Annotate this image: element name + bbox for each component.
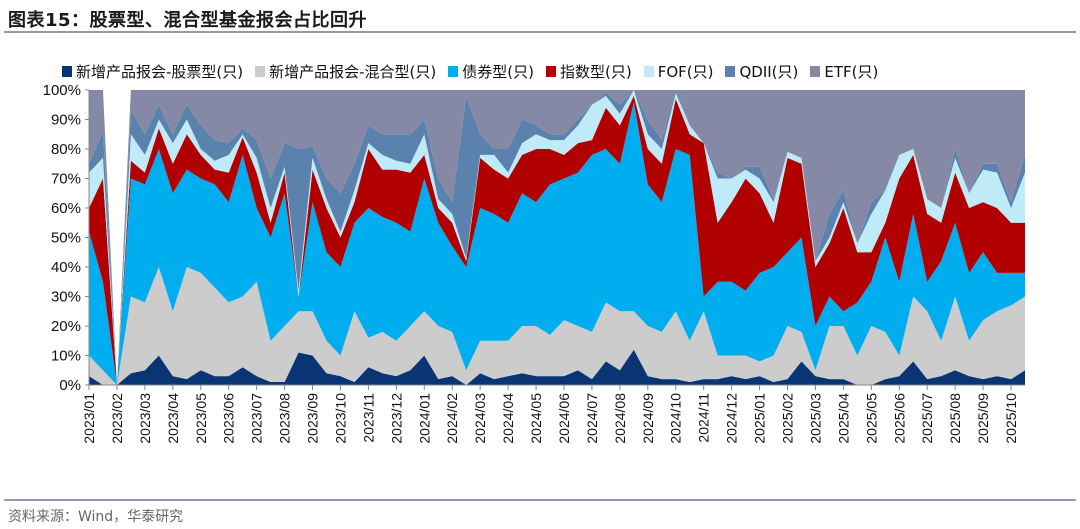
legend-item: 债券型(只) [448, 61, 534, 82]
y-tick-label: 0% [59, 377, 81, 394]
y-tick-label: 10% [51, 348, 81, 365]
x-tick-label: 2024/11 [696, 393, 712, 443]
x-tick-label: 2023/08 [277, 393, 293, 444]
x-tick-label: 2023/10 [332, 393, 348, 444]
x-tick-label: 2023/02 [109, 393, 125, 444]
legend-swatch [643, 66, 654, 77]
legend-item: ETF(只) [810, 61, 878, 82]
x-tick-label: 2025/04 [835, 393, 851, 444]
x-tick-label: 2023/12 [388, 393, 404, 444]
area-series-0 [89, 349, 1025, 385]
x-tick-label: 2024/02 [444, 393, 460, 444]
y-tick-label: 20% [51, 318, 81, 335]
legend-swatch [448, 66, 459, 77]
legend-swatch [545, 66, 556, 77]
x-tick-label: 2025/03 [807, 393, 823, 444]
x-tick-label: 2024/10 [668, 393, 684, 444]
area-series-3 [89, 95, 1025, 386]
x-tick-label: 2024/07 [584, 393, 600, 444]
legend-item: FOF(只) [643, 61, 714, 82]
legend-label: QDII(只) [739, 63, 799, 81]
area-series-2 [89, 101, 1025, 386]
x-tick-label: 2023/04 [165, 393, 181, 444]
legend-label: 债券型(只) [462, 63, 534, 81]
legend-swatch [62, 66, 72, 77]
x-tick-label: 2024/06 [556, 393, 572, 444]
y-tick-label: 50% [51, 230, 81, 247]
area-series-1 [89, 267, 1025, 385]
x-tick-label: 2025/05 [863, 393, 879, 444]
chart-legend: 新增产品报会-股票型(只) 新增产品报会-混合型(只) 债券型(只) 指数型(只) FO… [62, 61, 878, 82]
x-tick-label: 2024/03 [472, 393, 488, 444]
footer-divider [4, 499, 1076, 501]
x-tick-label: 2023/11 [360, 393, 376, 443]
x-tick-label: 2025/02 [780, 393, 796, 444]
x-tick-label: 2025/08 [947, 393, 963, 444]
stacked-area-chart: 0% 10% 20% 30% 40% 50% 60% 70% 80% 90% 100% 2023/01… [43, 82, 1025, 444]
x-tick-label: 2024/08 [612, 393, 628, 444]
x-tick-label: 2023/09 [305, 393, 321, 444]
x-tick-label: 2023/01 [81, 393, 97, 444]
area-series-5 [89, 90, 1025, 385]
legend-label: 新增产品报会-混合型(只) [269, 63, 437, 81]
x-tick-label: 2023/07 [249, 393, 265, 444]
legend-label: 新增产品报会-股票型(只) [76, 63, 244, 81]
x-tick-label: 2024/05 [528, 393, 544, 444]
y-tick-label: 90% [51, 112, 81, 129]
y-tick-label: 60% [51, 200, 81, 217]
x-tick-label: 2025/07 [919, 393, 935, 444]
x-tick-label: 2025/06 [891, 393, 907, 444]
x-tick-label: 2024/01 [416, 393, 432, 444]
legend-swatch [725, 66, 736, 77]
y-tick-label: 80% [51, 141, 81, 158]
x-tick-label: 2023/06 [221, 393, 237, 444]
area-series-6 [89, 90, 1025, 385]
legend-item: 指数型(只) [545, 61, 632, 82]
x-tick-label: 2025/09 [975, 393, 991, 444]
x-tick-label: 2023/05 [193, 393, 209, 444]
legend-swatch [810, 66, 821, 77]
legend-label: 指数型(只) [559, 63, 632, 81]
x-tick-label: 2023/03 [137, 393, 153, 444]
x-tick-label: 2025/01 [752, 393, 768, 444]
legend-label: ETF(只) [824, 63, 879, 81]
y-tick-label: 100% [43, 82, 81, 99]
y-tick-label: 30% [51, 289, 81, 306]
x-tick-label: 2024/12 [724, 393, 740, 444]
source-note: 资料来源：Wind，华泰研究 [8, 509, 184, 525]
x-tick-label: 2025/10 [1003, 393, 1019, 444]
legend-item: 新增产品报会-混合型(只) [255, 61, 436, 82]
x-tick-label: 2024/04 [500, 393, 516, 444]
x-tick-label: 2024/09 [640, 393, 656, 444]
title-divider [4, 31, 1076, 33]
legend-item: QDII(只) [725, 61, 798, 82]
legend-swatch [255, 66, 266, 77]
area-series-4 [89, 90, 1025, 385]
legend-label: FOF(只) [657, 63, 714, 81]
legend-item: 新增产品报会-股票型(只) [62, 61, 243, 82]
chart-title: 图表15：股票型、混合型基金报会占比回升 [8, 10, 368, 31]
y-tick-label: 70% [51, 171, 81, 188]
y-tick-label: 40% [51, 259, 81, 276]
